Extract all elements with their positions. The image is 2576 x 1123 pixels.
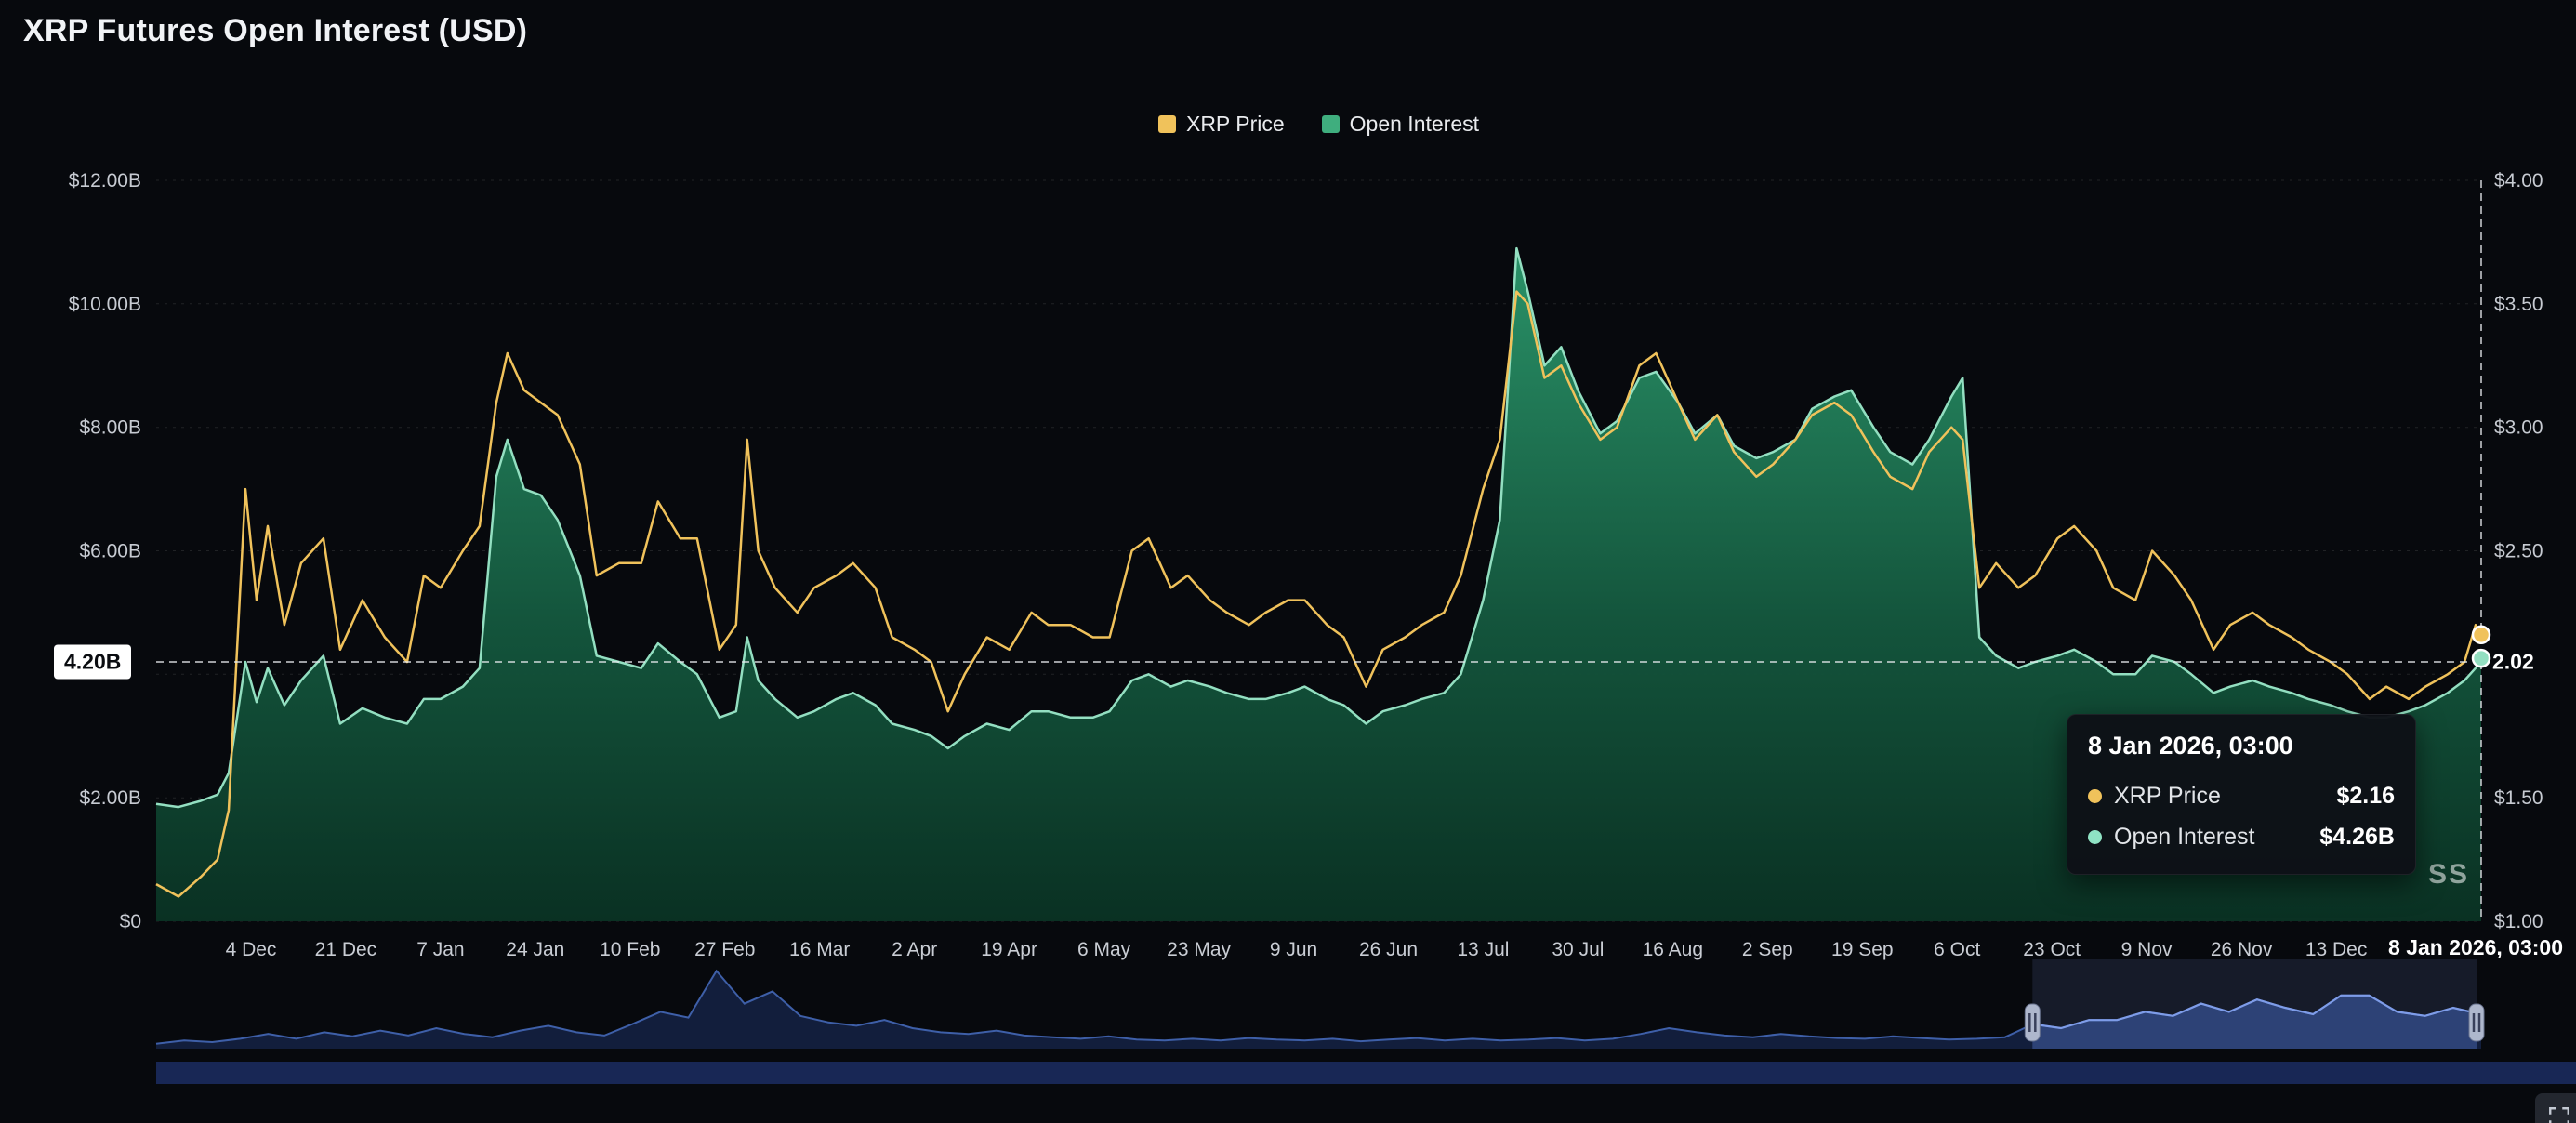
legend: XRP Price Open Interest <box>156 112 2481 137</box>
svg-text:6 Oct: 6 Oct <box>1934 939 1980 960</box>
svg-text:16 Mar: 16 Mar <box>789 939 850 960</box>
xrp-price-swatch-icon <box>1158 115 1176 133</box>
legend-item-open-interest[interactable]: Open Interest <box>1322 112 1479 137</box>
price-last-point <box>2473 627 2490 643</box>
xrp-price-dot-icon <box>2088 789 2102 803</box>
svg-text:23 May: 23 May <box>1167 939 1231 960</box>
svg-text:19 Apr: 19 Apr <box>981 939 1037 960</box>
svg-text:$0: $0 <box>120 911 141 932</box>
svg-text:9 Jun: 9 Jun <box>1270 939 1317 960</box>
x-axis-labels: 4 Dec 21 Dec 7 Jan 24 Jan 10 Feb 27 Feb 16 Mar… <box>226 939 2368 960</box>
legend-label-xrp-price: XRP Price <box>1186 112 1285 137</box>
tooltip: 8 Jan 2026, 03:00 XRP Price $2.16 Open I… <box>2067 714 2416 875</box>
svg-text:$3.00: $3.00 <box>2494 417 2543 439</box>
svg-text:$2.00B: $2.00B <box>79 787 141 809</box>
svg-text:2 Apr: 2 Apr <box>892 939 937 960</box>
svg-text:$6.00B: $6.00B <box>79 541 141 562</box>
svg-text:$3.50: $3.50 <box>2494 294 2543 315</box>
tooltip-row-open-interest: Open Interest $4.26B <box>2088 816 2395 857</box>
svg-text:13 Jul: 13 Jul <box>1457 939 1509 960</box>
tooltip-value-xrp-price: $2.16 <box>2336 783 2395 810</box>
svg-text:6 May: 6 May <box>1077 939 1131 960</box>
chart-page: XRP Futures Open Interest (USD) XRP Pric… <box>0 0 2576 1123</box>
svg-text:27 Feb: 27 Feb <box>694 939 755 960</box>
svg-text:21 Dec: 21 Dec <box>315 939 377 960</box>
svg-text:9 Nov: 9 Nov <box>2121 939 2173 960</box>
tooltip-label-xrp-price: XRP Price <box>2114 783 2324 810</box>
navigator-handle-left[interactable] <box>2025 1004 2040 1041</box>
svg-text:$4.00: $4.00 <box>2494 170 2543 192</box>
left-axis-labels: $0 $2.00B $6.00B $8.00B $10.00B $12.00B <box>69 170 141 932</box>
svg-text:$1.50: $1.50 <box>2494 787 2543 809</box>
open-interest-last-point <box>2473 650 2490 667</box>
svg-text:13 Dec: 13 Dec <box>2305 939 2368 960</box>
watermark: SS <box>2428 859 2469 891</box>
svg-text:7 Jan: 7 Jan <box>416 939 464 960</box>
svg-text:19 Sep: 19 Sep <box>1831 939 1894 960</box>
svg-text:10 Feb: 10 Feb <box>600 939 660 960</box>
navigator-scrollbar[interactable] <box>156 1062 2576 1084</box>
tooltip-value-open-interest: $4.26B <box>2319 824 2395 851</box>
fullscreen-icon <box>2547 1105 2571 1123</box>
svg-text:24 Jan: 24 Jan <box>506 939 564 960</box>
crosshair-date-label: 8 Jan 2026, 03:00 <box>2388 935 2563 960</box>
svg-text:2 Sep: 2 Sep <box>1742 939 1793 960</box>
tooltip-row-xrp-price: XRP Price $2.16 <box>2088 775 2395 816</box>
svg-text:4 Dec: 4 Dec <box>226 939 277 960</box>
svg-text:$1.00: $1.00 <box>2494 911 2543 932</box>
legend-label-open-interest: Open Interest <box>1350 112 1479 137</box>
svg-text:26 Jun: 26 Jun <box>1359 939 1418 960</box>
svg-text:$2.50: $2.50 <box>2494 541 2543 562</box>
right-axis-labels: $1.00 $1.50 $2.50 $3.00 $3.50 $4.00 <box>2494 170 2543 932</box>
tooltip-label-open-interest: Open Interest <box>2114 824 2307 851</box>
legend-item-xrp-price[interactable]: XRP Price <box>1158 112 1285 137</box>
svg-text:23 Oct: 23 Oct <box>2023 939 2081 960</box>
open-interest-dot-icon <box>2088 830 2102 844</box>
fullscreen-button[interactable] <box>2535 1093 2576 1123</box>
open-interest-swatch-icon <box>1322 115 1340 133</box>
tooltip-date: 8 Jan 2026, 03:00 <box>2088 732 2395 760</box>
svg-text:$12.00B: $12.00B <box>69 170 141 192</box>
svg-text:26 Nov: 26 Nov <box>2211 939 2273 960</box>
chart-canvas[interactable]: $0$2.00B$6.00B$8.00B$10.00B$12.00B$1.00$… <box>0 0 2576 1123</box>
svg-text:30 Jul: 30 Jul <box>1552 939 1604 960</box>
price-axis-marker: 2.02 <box>2492 650 2534 675</box>
open-interest-axis-marker: 4.20B <box>54 645 131 680</box>
svg-text:$8.00B: $8.00B <box>79 417 141 439</box>
navigator-handle-right[interactable] <box>2469 1004 2484 1041</box>
svg-text:$10.00B: $10.00B <box>69 294 141 315</box>
svg-text:16 Aug: 16 Aug <box>1643 939 1703 960</box>
